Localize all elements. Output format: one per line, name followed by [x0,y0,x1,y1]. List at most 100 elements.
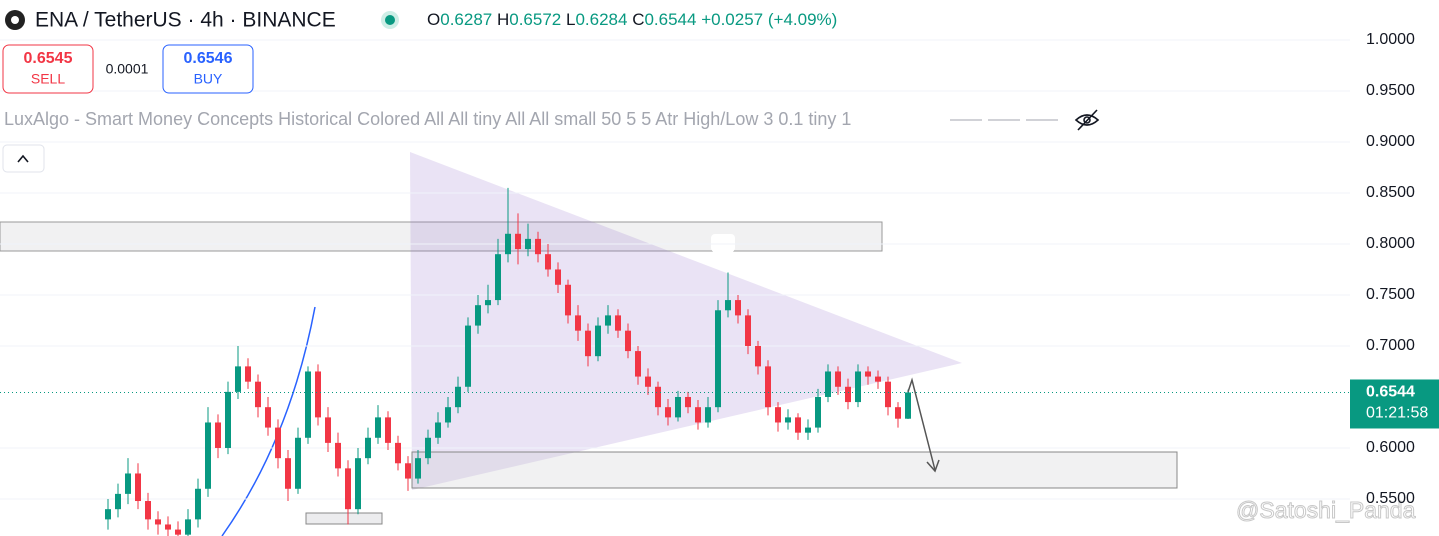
candle-body [495,254,501,301]
candle-body [805,427,811,433]
candle-body [705,407,711,423]
indicator-label[interactable]: LuxAlgo - Smart Money Concepts Historica… [4,109,851,129]
y-tick-label: 0.8500 [1366,184,1415,201]
status-dot [385,15,395,25]
plot [0,39,1350,536]
countdown: 01:21:58 [1366,405,1428,422]
candle-body [625,330,631,352]
candle-body [115,493,121,510]
candle-body [325,417,331,443]
candle-body [335,442,341,469]
candle-body [155,519,161,525]
last-price-box [1350,379,1439,429]
candle-body [185,519,191,535]
candle-body [615,315,621,331]
y-tick-label: 0.7500 [1366,286,1415,303]
candle-body [145,501,151,520]
candle-body [865,371,871,377]
hide-icon[interactable] [1074,109,1100,131]
candle-body [565,284,571,316]
ohlc-value: 0.6284 [575,10,627,29]
symbol-title[interactable]: ENA / TetherUS · 4h · BINANCE [35,9,336,32]
collapse-icon [17,154,29,163]
candle-body [905,392,911,419]
candle-body [835,371,841,387]
ohlc-value: 0.6287 [440,10,492,29]
candle-body [825,371,831,397]
candle-body [445,407,451,423]
candle-body [295,437,301,489]
candle-body [205,422,211,489]
candle-body [665,407,671,418]
sell-label: SELL [31,71,65,87]
candle-body [175,529,181,535]
sell-button[interactable] [2,44,94,94]
candle-body [365,437,371,459]
candle-body [515,233,521,250]
demand-zone [411,451,1178,489]
candle-body [525,238,531,250]
candle-body [675,396,681,418]
ohlc-value: 0.6544 [644,10,696,29]
marker [711,234,735,252]
candle-body [465,325,471,387]
candle-body [605,315,611,326]
candle-body [275,427,281,459]
candle-body [895,407,901,419]
candle-body [785,417,791,423]
candle-body [235,366,241,392]
y-tick-label: 0.7000 [1366,337,1415,354]
buy-label: BUY [194,71,223,87]
candle-body [135,473,141,502]
candle-body [595,325,601,357]
candle-body [225,391,231,448]
spread: 0.0001 [106,61,149,77]
watermark: @Satoshi_Panda [1236,497,1416,523]
ohlc-key: C [632,10,644,29]
candle-body [885,381,891,408]
triangle-pattern [410,152,962,490]
ohlc-key: O [427,10,440,29]
candle-body [735,300,741,316]
candle-body [755,345,761,367]
collapse-button[interactable] [2,144,45,173]
candle-body [435,422,441,438]
candle-body [695,407,701,423]
change: +0.0257 (+4.09%) [701,10,837,29]
candle-body [265,407,271,428]
candle-body [105,509,111,520]
candle-body [655,386,661,408]
candle-body [505,233,511,255]
candle-body [875,376,881,382]
logo-dot [11,16,19,24]
y-tick-label: 0.6000 [1366,439,1415,456]
buy-button[interactable] [162,44,254,94]
candle-body [355,458,361,510]
sell-price: 0.6545 [24,50,73,67]
candle-body [635,351,641,377]
candle-body [245,366,251,382]
candle-body [725,300,731,311]
candle-body [535,238,541,255]
candle-body [165,524,171,530]
candle-body [405,463,411,479]
candle-body [855,371,861,403]
candle-body [375,417,381,438]
small-zone [305,512,383,525]
ohlc-value: 0.6572 [509,10,561,29]
candle-body [745,315,751,346]
candle-body [455,386,461,408]
buy-price: 0.6546 [184,50,233,67]
drawings [0,152,1178,536]
y-tick-label: 0.8000 [1366,235,1415,252]
candle-body [475,305,481,326]
candle-body [395,442,401,464]
candle-body [685,396,691,408]
candle-body [815,396,821,428]
candle-body [485,300,491,306]
candle-body [195,488,201,520]
candle-body [775,407,781,423]
candle-body [545,254,551,270]
candle-body [845,386,851,403]
